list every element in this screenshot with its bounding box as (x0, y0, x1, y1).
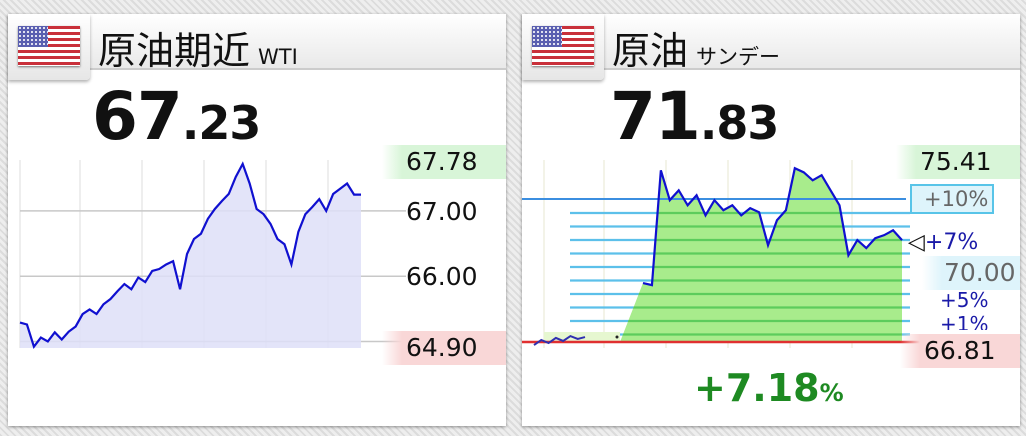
change-unit: % (819, 379, 844, 407)
price-int: 67 (92, 78, 183, 155)
price-int: 71 (610, 78, 701, 155)
mid-label: 70.00 (922, 256, 1020, 290)
flag-box (522, 14, 604, 80)
change-value: +7.18 (694, 366, 820, 410)
card-header (8, 14, 506, 70)
wti-chart (19, 160, 406, 350)
sunday-card[interactable]: 原油 サンデー 71.83 75.41 +10% ◁+7% 70.00 +5% +… (522, 14, 1020, 426)
high-label: 75.41 (896, 145, 1020, 179)
current-price: 67.23 (92, 78, 261, 155)
axis-label-66: 66.00 (406, 262, 478, 291)
price-dot (615, 335, 619, 339)
price-dec: .23 (181, 96, 261, 150)
price-line (642, 166, 903, 287)
us-flag-icon (532, 26, 594, 66)
change-percent: +7.18% (694, 366, 844, 410)
card-title: 原油 サンデー (612, 20, 780, 75)
pre-session-line (533, 334, 586, 346)
price-area (20, 163, 361, 348)
subtitle: サンデー (696, 45, 781, 69)
current-price: 71.83 (610, 78, 779, 155)
us-flag-icon (18, 26, 80, 66)
title-text: 原油期近 (98, 29, 251, 73)
wti-card[interactable]: 原油期近 WTI 67.23 67.78 67.00 66.00 64.90 (8, 14, 506, 426)
card-header (522, 14, 1020, 70)
pct-1-label: +1% (940, 312, 989, 330)
flag-box (8, 14, 90, 80)
low-label: 66.81 (900, 334, 1020, 368)
axis-label-67: 67.00 (406, 197, 478, 226)
subtitle: WTI (258, 45, 298, 69)
title-text: 原油 (612, 29, 689, 73)
marker-pct: +7% (924, 230, 979, 255)
low-label: 64.90 (382, 331, 506, 365)
triangle-left-icon: ◁ (908, 230, 925, 255)
price-area (620, 168, 902, 342)
high-label: 67.78 (382, 145, 506, 179)
card-title: 原油期近 WTI (98, 20, 298, 75)
pct-5-label: +5% (940, 288, 989, 312)
price-line (19, 161, 361, 350)
sunday-chart (522, 160, 922, 348)
price-dec: .83 (699, 96, 779, 150)
marker-label: ◁+7% (908, 230, 978, 255)
ref-10pct-label: +10% (910, 184, 994, 214)
